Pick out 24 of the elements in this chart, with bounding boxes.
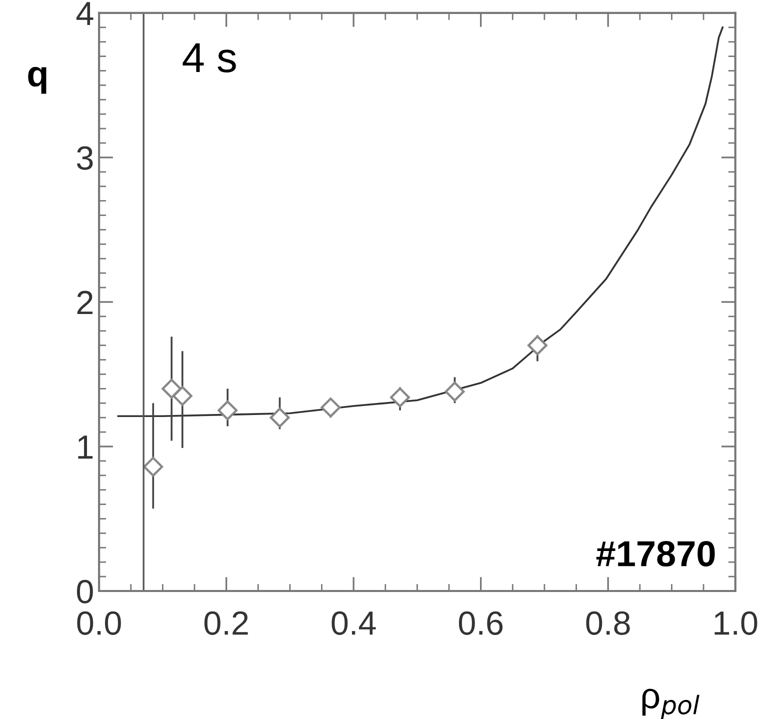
y-tick-label: 0 <box>76 580 93 604</box>
y-tick-label: 2 <box>77 290 93 314</box>
x-tick-label: 0.2 <box>204 611 248 635</box>
point <box>390 387 410 408</box>
point <box>444 382 465 402</box>
point <box>162 378 182 399</box>
y-tick-label: 1 <box>78 436 93 459</box>
x-tick-label: 0.8 <box>586 611 630 635</box>
point <box>143 456 164 477</box>
x-tick-label: 0.6 <box>458 611 503 635</box>
point <box>270 408 290 428</box>
x-axis-title: ρ$_{pol}$ <box>642 688 700 719</box>
y-axis-title: q <box>28 66 46 94</box>
annotation: 4 s <box>182 43 236 72</box>
point <box>320 398 341 418</box>
x-tick-label: 0.0 <box>77 611 121 635</box>
y-tick-label: 4 <box>76 2 94 26</box>
point <box>218 400 238 420</box>
point <box>528 335 548 356</box>
y-tick-label: 3 <box>76 146 93 170</box>
x-tick-label: 1.0 <box>714 611 758 635</box>
point <box>172 386 192 406</box>
x-tick-label: 0.4 <box>332 611 376 635</box>
annotation: #17870 <box>596 540 715 567</box>
